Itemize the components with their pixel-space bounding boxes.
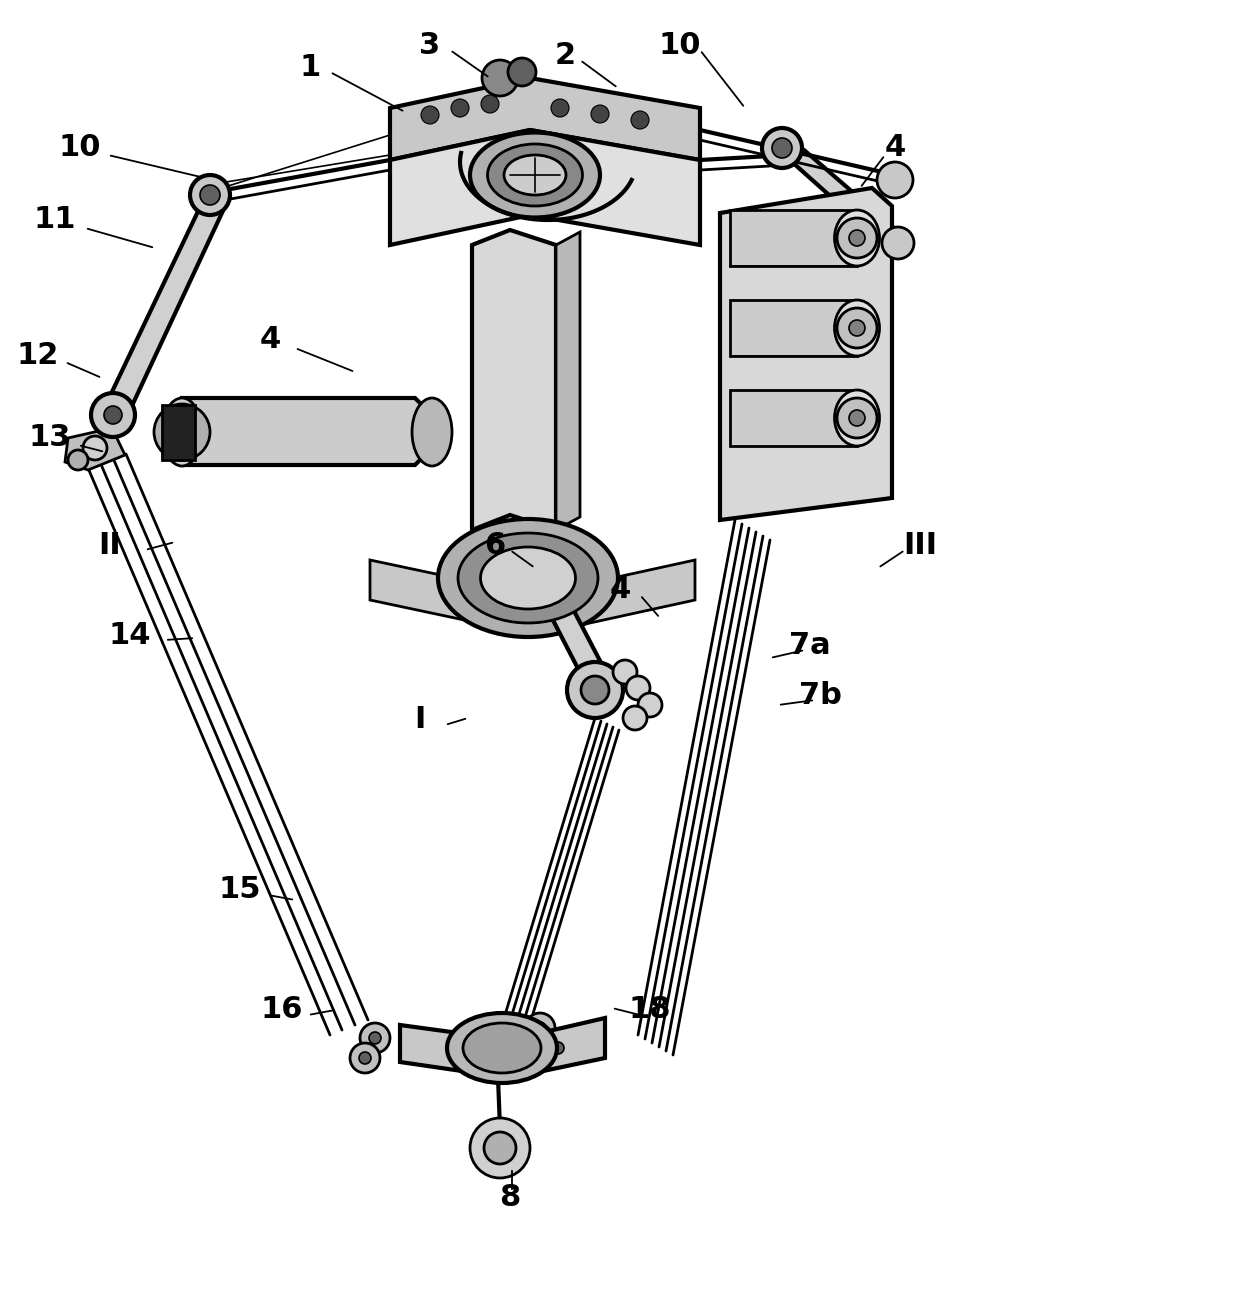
Polygon shape <box>730 210 857 267</box>
Polygon shape <box>472 230 556 531</box>
Circle shape <box>360 1052 371 1064</box>
Ellipse shape <box>438 519 618 637</box>
Text: 7b: 7b <box>799 681 842 709</box>
Circle shape <box>360 1024 391 1053</box>
Circle shape <box>567 663 622 718</box>
Circle shape <box>170 421 193 444</box>
Circle shape <box>525 1013 556 1043</box>
Polygon shape <box>782 150 908 245</box>
Text: 6: 6 <box>485 531 506 559</box>
Circle shape <box>626 675 650 700</box>
Circle shape <box>763 128 802 168</box>
Circle shape <box>882 226 914 259</box>
Polygon shape <box>100 201 228 417</box>
Circle shape <box>104 406 122 424</box>
Circle shape <box>551 100 569 116</box>
Circle shape <box>482 60 518 96</box>
Text: 12: 12 <box>17 340 60 370</box>
Text: 8: 8 <box>500 1184 521 1212</box>
Circle shape <box>543 1033 573 1062</box>
Text: III: III <box>903 531 937 559</box>
Circle shape <box>639 694 662 717</box>
Polygon shape <box>64 428 125 470</box>
Text: 7a: 7a <box>789 630 831 660</box>
Polygon shape <box>539 587 610 688</box>
Circle shape <box>508 58 536 85</box>
Ellipse shape <box>835 210 879 267</box>
Ellipse shape <box>446 1013 557 1083</box>
Text: 10: 10 <box>58 133 102 163</box>
Text: 18: 18 <box>629 995 671 1025</box>
Circle shape <box>350 1043 379 1073</box>
Circle shape <box>470 1118 529 1178</box>
Circle shape <box>422 106 439 124</box>
Circle shape <box>837 399 877 437</box>
Circle shape <box>481 94 498 113</box>
Ellipse shape <box>835 389 879 446</box>
Text: 4: 4 <box>259 326 280 355</box>
Circle shape <box>370 1033 381 1044</box>
Circle shape <box>582 675 609 704</box>
Circle shape <box>534 1022 546 1034</box>
Circle shape <box>613 660 637 685</box>
Circle shape <box>552 1042 564 1055</box>
Text: 15: 15 <box>218 876 262 905</box>
Ellipse shape <box>470 132 600 217</box>
Polygon shape <box>391 78 701 160</box>
Circle shape <box>849 230 866 246</box>
Ellipse shape <box>412 399 453 466</box>
Ellipse shape <box>487 144 583 206</box>
Circle shape <box>877 162 913 198</box>
Circle shape <box>484 1132 516 1165</box>
Polygon shape <box>401 1018 605 1078</box>
Polygon shape <box>720 188 892 520</box>
Circle shape <box>837 217 877 258</box>
Text: 14: 14 <box>109 621 151 650</box>
Polygon shape <box>182 399 432 465</box>
Polygon shape <box>370 560 694 635</box>
Text: 2: 2 <box>554 40 575 70</box>
Ellipse shape <box>835 300 879 356</box>
Polygon shape <box>162 405 195 459</box>
Text: 1: 1 <box>299 53 321 83</box>
Text: 16: 16 <box>260 995 304 1025</box>
Text: 3: 3 <box>419 31 440 60</box>
Circle shape <box>200 185 219 204</box>
Text: 11: 11 <box>33 206 76 234</box>
Circle shape <box>68 450 88 470</box>
Circle shape <box>154 404 210 459</box>
Circle shape <box>773 138 792 158</box>
Circle shape <box>622 707 647 730</box>
Ellipse shape <box>481 547 575 609</box>
Text: 10: 10 <box>658 31 702 60</box>
Circle shape <box>451 100 469 116</box>
Polygon shape <box>730 300 857 356</box>
Circle shape <box>837 308 877 348</box>
Text: 13: 13 <box>29 423 71 453</box>
Polygon shape <box>391 129 701 245</box>
Ellipse shape <box>463 1024 541 1073</box>
Text: II: II <box>99 531 122 559</box>
Ellipse shape <box>162 399 202 466</box>
Circle shape <box>83 436 107 459</box>
Text: I: I <box>414 705 425 735</box>
Ellipse shape <box>458 533 598 622</box>
Circle shape <box>190 175 229 215</box>
Circle shape <box>849 410 866 426</box>
Circle shape <box>591 105 609 123</box>
Text: 4: 4 <box>609 576 631 604</box>
Text: 4: 4 <box>884 133 905 163</box>
Circle shape <box>631 111 649 129</box>
Circle shape <box>849 320 866 336</box>
Polygon shape <box>730 389 857 446</box>
Circle shape <box>91 393 135 437</box>
Polygon shape <box>556 232 580 531</box>
Ellipse shape <box>503 155 565 195</box>
